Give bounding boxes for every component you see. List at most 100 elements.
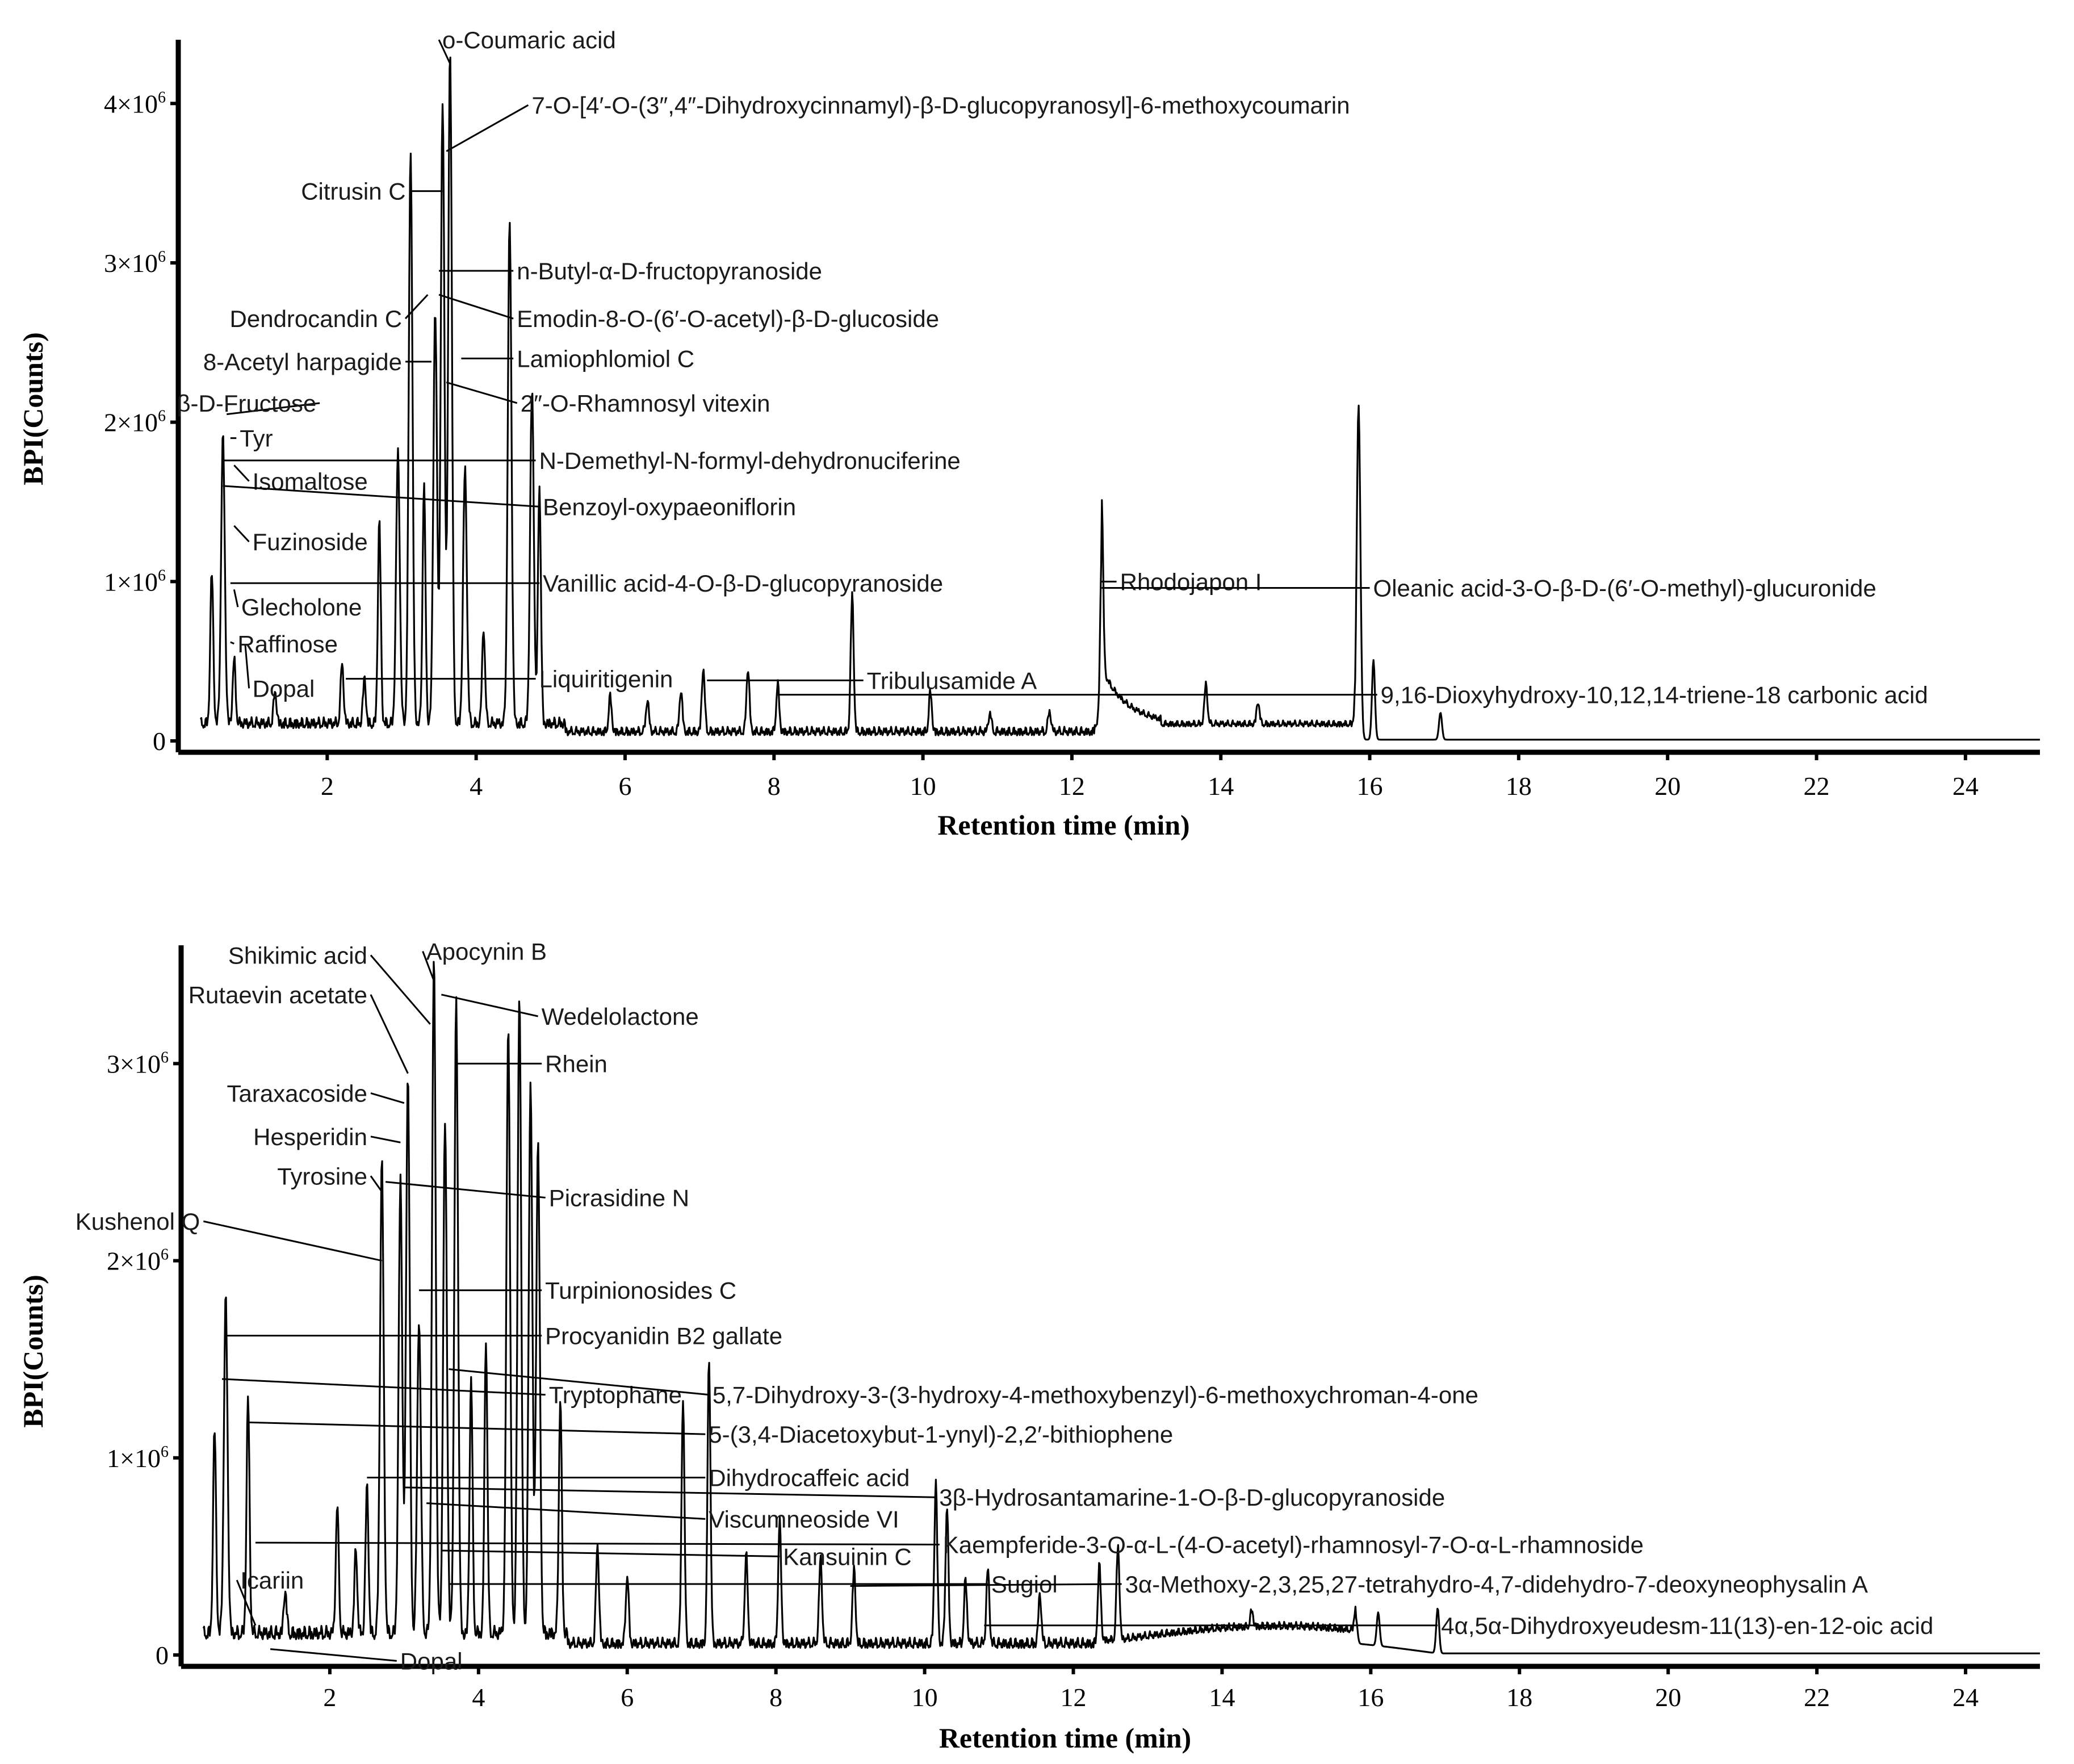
- x-tick-label: 4: [472, 1683, 485, 1712]
- peak-label: β-D-Fructose: [177, 390, 316, 417]
- x-tick-label: 14: [1208, 772, 1234, 801]
- leader-line: [370, 1136, 401, 1143]
- peak-label: Kushenol Q: [76, 1208, 200, 1235]
- x-tick-label: 12: [1059, 772, 1085, 801]
- leader-line: [370, 954, 431, 1025]
- leader-line: [438, 39, 451, 64]
- y-tick-exponent: 6: [158, 89, 166, 106]
- y-tick-label: 0: [153, 727, 166, 756]
- peak-label: Isomaltose: [253, 468, 368, 495]
- y-tick-label: 2×106: [104, 408, 166, 437]
- peak-label: Emodin-8-O-(6′-O-acetyl)-β-D-glucoside: [517, 305, 939, 332]
- peak-label: Tyr: [240, 425, 273, 452]
- leader-line: [233, 525, 250, 543]
- peak-label: Rhein: [545, 1050, 607, 1077]
- peak-label: Picrasidine N: [549, 1184, 689, 1211]
- y-tick-label: 1×106: [104, 567, 166, 596]
- y-tick-exponent: 6: [161, 1443, 169, 1461]
- peak-label: N-Demethyl-N-formyl-dehydronuciferine: [539, 447, 961, 474]
- leader-line: [422, 950, 435, 982]
- peak-label: Shikimic acid: [228, 942, 367, 969]
- y-axis-title: BPI(Counts): [17, 332, 49, 485]
- peak-label: Kansuinin C: [783, 1543, 911, 1570]
- leader-line: [370, 1175, 383, 1192]
- x-tick-label: 20: [1655, 1683, 1681, 1712]
- peak-label: Lamiophlomiol C: [517, 345, 694, 372]
- peak-label: Raffinose: [237, 631, 338, 657]
- peak-label: Dendrocandin C: [230, 305, 403, 332]
- x-axis-title: Retention time (min): [937, 809, 1189, 841]
- x-axis-title: Retention time (min): [939, 1722, 1191, 1754]
- peak-label: Icariin: [240, 1567, 304, 1594]
- leader-line: [850, 1583, 1122, 1587]
- x-tick-label: 22: [1804, 772, 1830, 801]
- peak-label: Benzoyl-oxypaeoniflorin: [543, 493, 796, 520]
- leader-line: [270, 1648, 397, 1662]
- peak-label: Hesperidin: [253, 1124, 367, 1150]
- peak-label: Vanillic acid-4-O-β-D-glucopyranoside: [543, 570, 943, 597]
- leader-line: [426, 1502, 706, 1520]
- x-tick-label: 22: [1804, 1683, 1830, 1712]
- peak-label: Procyanidin B2 gallate: [545, 1323, 782, 1350]
- peak-label: 3β-Hydrosantamarine-1-O-β-D-glucopyranos…: [939, 1484, 1445, 1511]
- leader-line: [248, 1421, 706, 1435]
- bpi-trace: [199, 56, 2041, 741]
- y-tick-exponent: 6: [158, 567, 166, 584]
- peak-label: 3α-Methoxy-2,3,25,27-tetrahydro-4,7-dide…: [1125, 1571, 1868, 1598]
- leader-line: [370, 1092, 405, 1104]
- x-tick-label: 24: [1953, 772, 1979, 801]
- y-tick-label: 0: [156, 1641, 169, 1670]
- peak-label: 5,7-Dihydroxy-3-(3-hydroxy-4-methoxybenz…: [713, 1382, 1478, 1409]
- bpi-trace: [202, 961, 2041, 1654]
- y-tick-label: 3×106: [104, 248, 166, 278]
- peak-label: o-Coumaric acid: [442, 27, 616, 53]
- leader-line: [221, 1378, 546, 1396]
- y-tick-label: 1×106: [107, 1443, 169, 1473]
- leader-line: [385, 1181, 546, 1199]
- x-tick-label: 8: [768, 772, 781, 801]
- peak-label: Tyrosine: [277, 1163, 367, 1189]
- x-tick-label: 16: [1357, 772, 1383, 801]
- peak-label: Dopal: [253, 675, 315, 702]
- chromatogram-1: 2 4 6 8 10 12 14 16 18 20 22 2401×1062×1063×1064×10…: [17, 27, 2041, 841]
- y-tick-exponent: 6: [161, 1246, 169, 1264]
- leader-line: [233, 589, 239, 607]
- leader-line: [223, 485, 540, 508]
- x-tick-label: 2: [323, 1683, 336, 1712]
- x-tick-label: 18: [1506, 1683, 1532, 1712]
- peak-label: Apocynin B: [426, 938, 547, 965]
- x-tick-label: 6: [618, 772, 631, 801]
- y-tick-exponent: 6: [158, 408, 166, 425]
- peak-label: Dopal: [400, 1648, 463, 1674]
- x-tick-label: 4: [470, 772, 483, 801]
- peak-label: Rutaevin acetate: [188, 982, 367, 1008]
- peak-label: Viscumneoside VI: [709, 1506, 899, 1532]
- leader-line: [255, 1541, 940, 1546]
- leader-line: [233, 464, 250, 482]
- y-tick-label: 2×106: [107, 1246, 169, 1276]
- x-tick-label: 24: [1953, 1683, 1979, 1712]
- peak-label: Rhodojapon I: [1120, 568, 1262, 595]
- peak-label: Wedelolactone: [542, 1003, 699, 1030]
- peak-label: Turpinionosides C: [545, 1277, 736, 1304]
- peak-label: 5-(3,4-Diacetoxybut-1-ynyl)-2,2′-bithiop…: [709, 1421, 1173, 1448]
- leader-line: [441, 994, 538, 1017]
- peak-label: Glecholone: [241, 594, 362, 621]
- x-tick-label: 16: [1357, 1683, 1384, 1712]
- y-tick-label: 4×106: [104, 89, 166, 118]
- leader-line: [203, 1220, 382, 1262]
- x-tick-label: 20: [1654, 772, 1681, 801]
- peak-label: Liquiritigenin: [539, 666, 673, 693]
- leader-line: [404, 1486, 936, 1498]
- x-tick-label: 10: [910, 772, 936, 801]
- leader-line: [438, 294, 514, 320]
- x-tick-label: 12: [1061, 1683, 1087, 1712]
- y-tick-exponent: 6: [158, 248, 166, 266]
- peak-label: 7-O-[4′-O-(3″,4″-Dihydroxycinnamyl)-β-D-…: [531, 92, 1350, 119]
- peak-label: 2″-O-Rhamnosyl vitexin: [521, 390, 770, 417]
- peak-label: 9,16-Dioxyhydroxy-10,12,14-triene-18 car…: [1381, 682, 1928, 709]
- leader-line: [370, 994, 409, 1074]
- leader-line: [244, 645, 250, 689]
- x-tick-label: 18: [1506, 772, 1532, 801]
